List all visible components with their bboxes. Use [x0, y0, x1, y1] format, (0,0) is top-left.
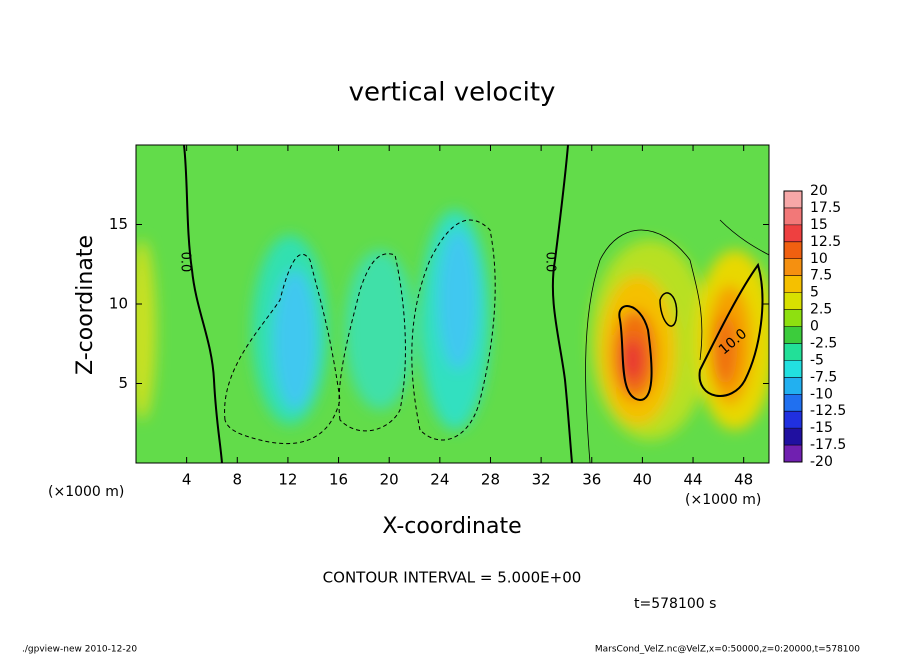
contour-interval: CONTOUR INTERVAL = 5.000E+00	[323, 569, 582, 587]
colorbar-label: 20	[810, 183, 828, 199]
footer-right: MarsCond_VelZ.nc@VelZ,x=0:50000,z=0:2000…	[595, 645, 860, 654]
colorbar-label: 5	[810, 285, 819, 301]
contour-label: 0.0	[178, 252, 193, 273]
x-tick-label: 16	[329, 471, 348, 489]
colorbar-box	[784, 258, 802, 276]
colorbar-label: 2.5	[810, 302, 832, 318]
colorbar-box	[784, 428, 802, 446]
colorbar-label: -20	[810, 454, 833, 470]
colorbar-label: -17.5	[810, 437, 846, 453]
y-axis-label: Z-coordinate	[73, 235, 98, 375]
x-tick-label: 4	[182, 471, 192, 489]
colorbar-label: 15	[810, 217, 828, 233]
colorbar-label: 17.5	[810, 200, 841, 216]
colorbar-box	[784, 377, 802, 395]
colorbar-box	[784, 292, 802, 310]
field	[136, 145, 769, 463]
x-tick-label: 28	[481, 471, 500, 489]
x-tick-label: 48	[734, 471, 753, 489]
time-label: t=578100 s	[634, 596, 716, 612]
colorbar-label: 7.5	[810, 268, 832, 284]
x-unit-label: (×1000 m)	[685, 492, 761, 508]
footer-left: ./gpview-new 2010-12-20	[22, 645, 137, 654]
colorbar-label: -15	[810, 420, 833, 436]
colorbar-box	[784, 207, 802, 225]
colorbar-box	[784, 191, 802, 208]
y-tick-label: 15	[109, 215, 128, 233]
colorbar-box	[784, 445, 802, 462]
x-tick-label: 44	[683, 471, 702, 489]
x-axis-label: X-coordinate	[382, 514, 521, 539]
colorbar-box	[784, 309, 802, 327]
x-tick-label: 12	[278, 471, 297, 489]
colorbar-label: -12.5	[810, 403, 846, 419]
x-unit-label: (×1000 m)	[48, 484, 124, 500]
contour-label: 0.0	[543, 252, 558, 273]
contour-lines	[183, 145, 764, 463]
colorbar-label: 10	[810, 251, 828, 267]
colorbar-box	[784, 326, 802, 344]
colorbar-box	[784, 241, 802, 259]
chart-title: vertical velocity	[349, 78, 556, 108]
x-tick-label: 40	[633, 471, 652, 489]
colorbar-label: -2.5	[810, 335, 837, 351]
colorbar-box	[784, 224, 802, 242]
x-tick-label: 20	[380, 471, 399, 489]
negative-contours	[224, 219, 496, 445]
x-tick-label: 24	[430, 471, 449, 489]
colorbar-label: -5	[810, 352, 824, 368]
y-tick-label: 10	[109, 295, 128, 313]
x-tick-label: 32	[532, 471, 551, 489]
colorbar-label: 12.5	[810, 234, 841, 250]
y-tick-label: 5	[118, 374, 128, 392]
colorbar-box	[784, 394, 802, 412]
minor-contours	[585, 219, 769, 463]
colorbar-label: -10	[810, 386, 833, 402]
colorbar-box	[784, 343, 802, 361]
x-tick-label: 36	[582, 471, 601, 489]
colorbar-box	[784, 411, 802, 429]
colorbar-label: -7.5	[810, 369, 837, 385]
colorbar-box	[784, 275, 802, 293]
colorbar-label: 0	[810, 319, 819, 335]
x-tick-label: 8	[233, 471, 243, 489]
colorbar-box	[784, 360, 802, 378]
